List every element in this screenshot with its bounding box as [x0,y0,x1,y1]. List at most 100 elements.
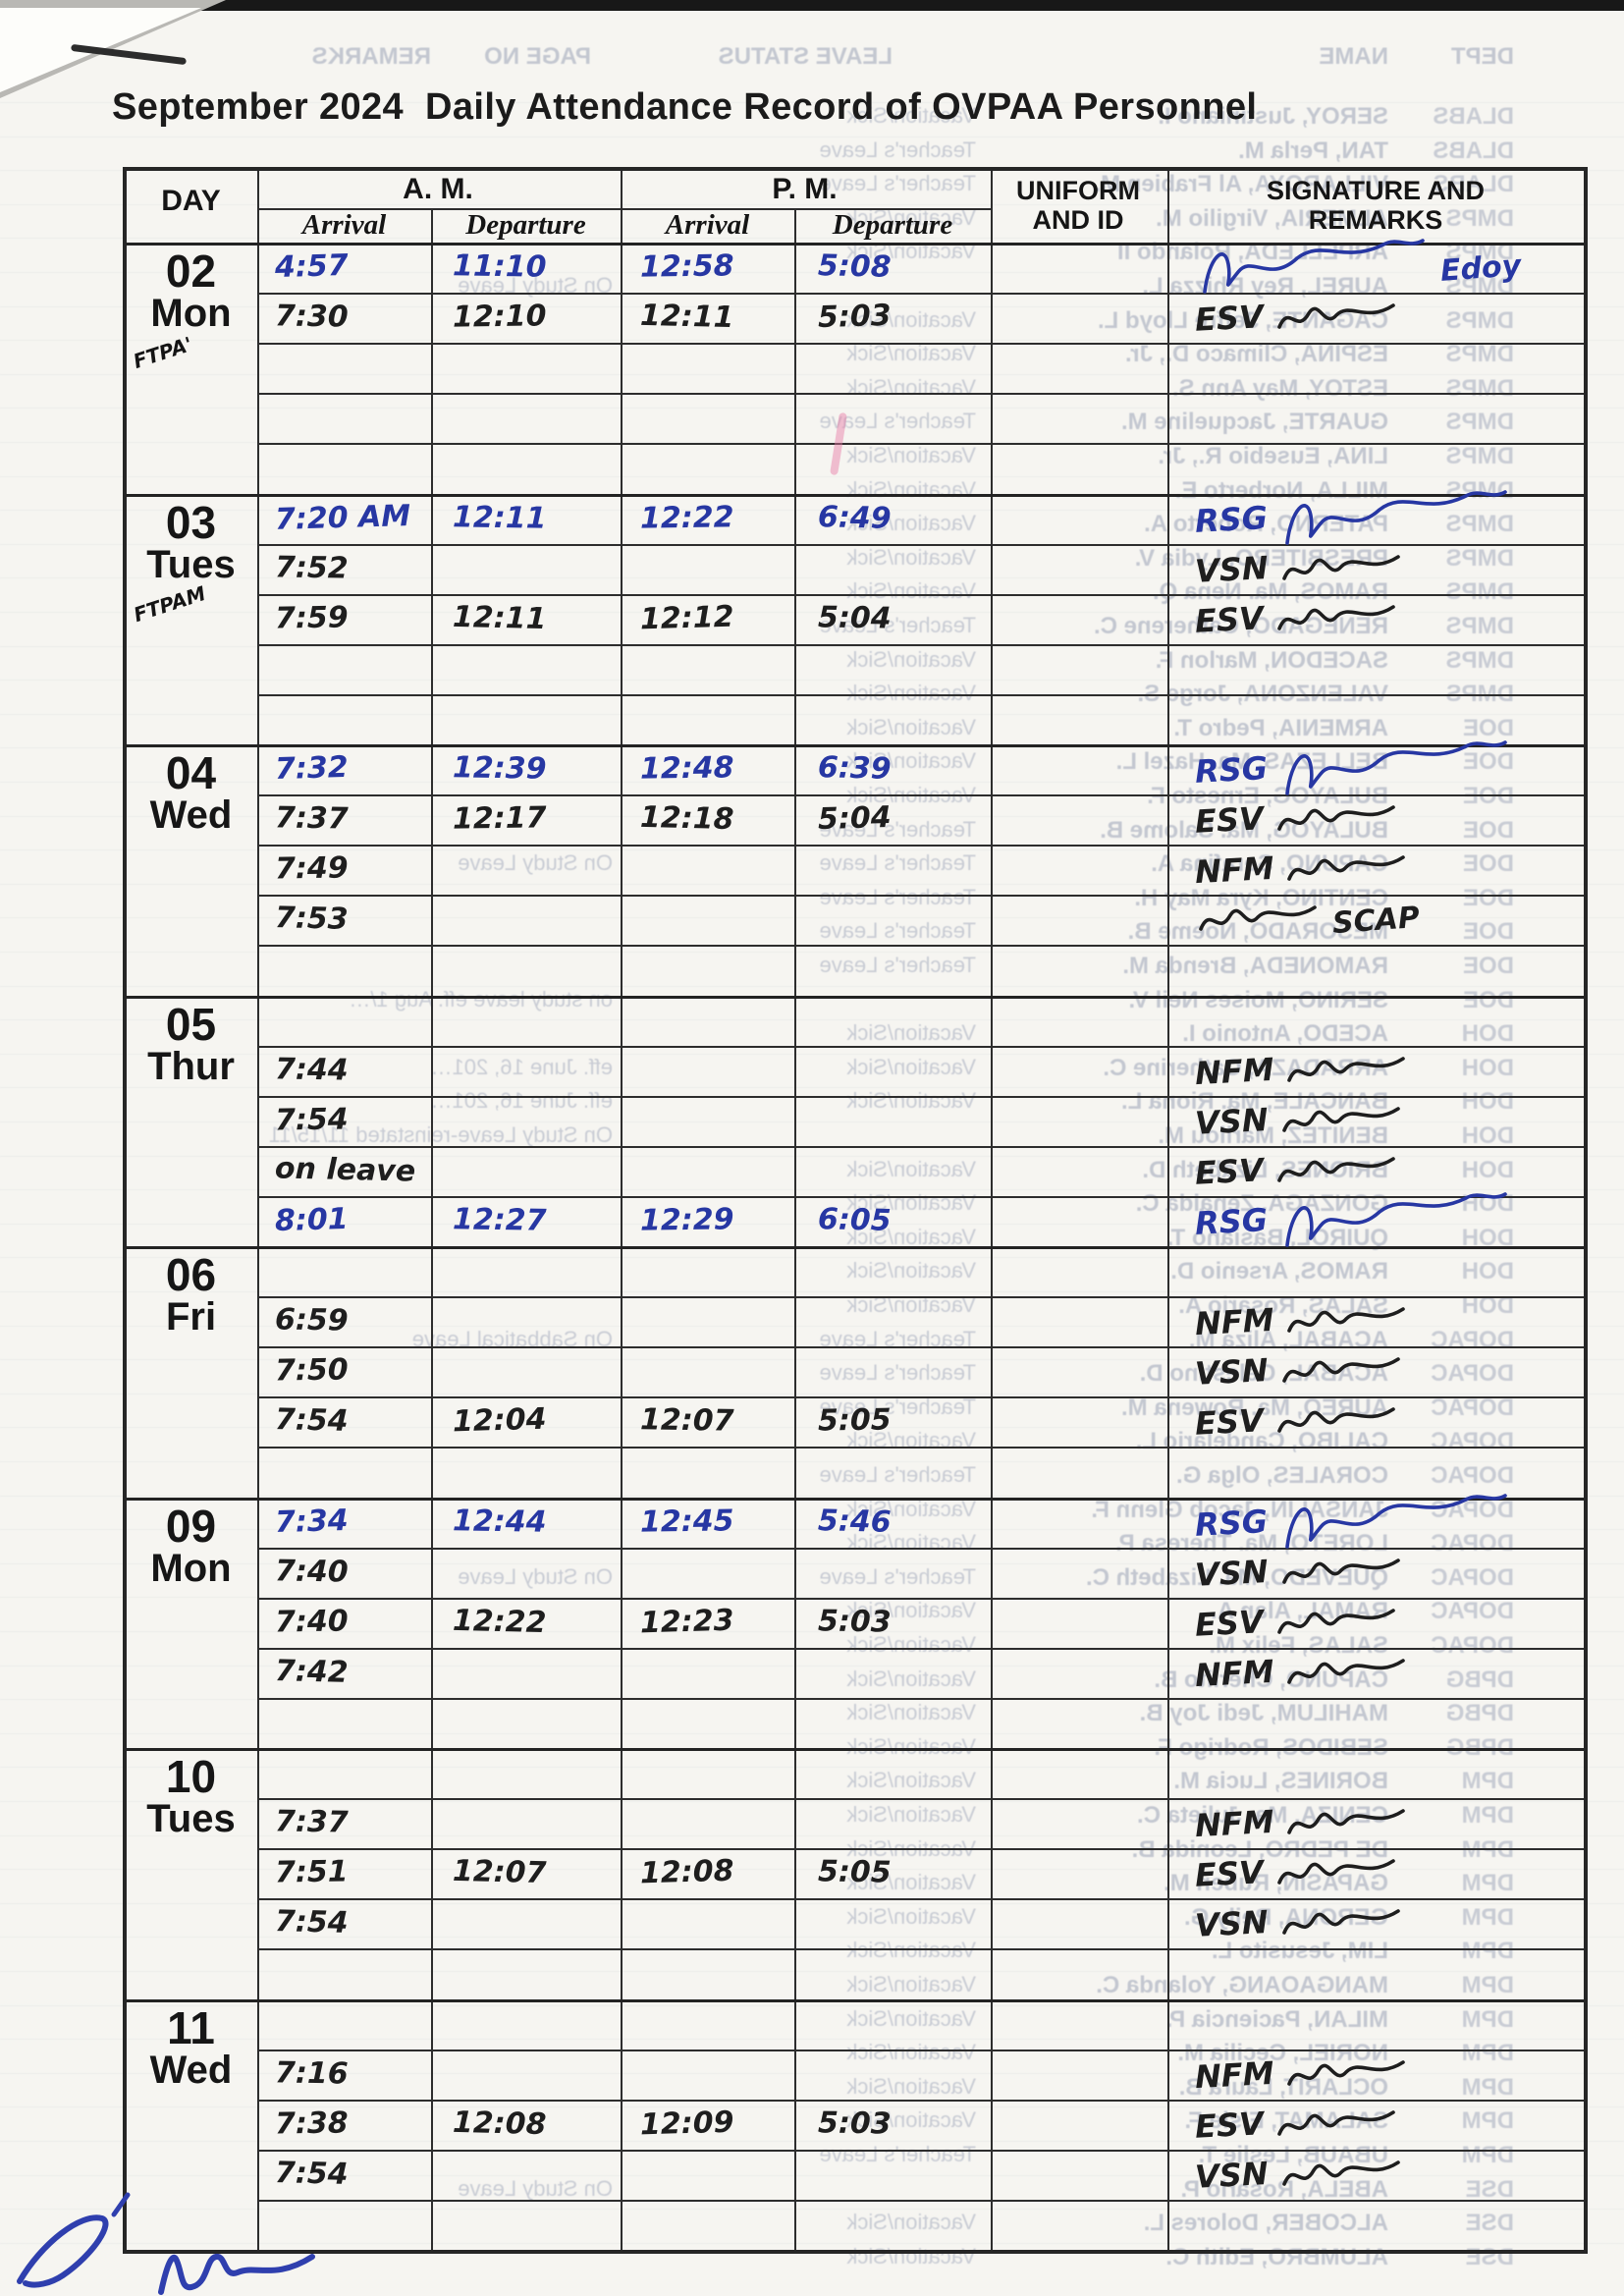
column-header-am-arrival: Arrival [301,209,387,241]
signature-cell: SCAP [1195,899,1421,942]
time-entry-am-departure: 12:07 [452,1854,547,1891]
column-header-signature: SIGNATURE AND REMARKS [1267,176,1485,235]
time-entry-pm-arrival: 12:45 [639,1503,734,1540]
signature-initials: RSG [1194,749,1269,791]
time-entry-am-arrival: 7:16 [274,2055,349,2092]
signature-note: Edoy [1438,247,1523,289]
time-entry-am-arrival: 7:44 [274,1052,349,1088]
time-entry-am-departure: 12:11 [452,599,547,636]
day-number: 09 [165,1500,217,1552]
signature-initials: VSN [1194,1552,1270,1594]
time-entry-pm-arrival: 12:18 [639,800,734,838]
time-entry-pm-arrival: 12:23 [639,1603,734,1641]
signature-cell: ESV [1194,297,1401,340]
time-entry-am-arrival: 7:54 [274,1904,350,1941]
signature-scribble [1281,1106,1400,1132]
time-entry-am-arrival: 7:40 [274,1604,349,1640]
table-horizontal-line [257,1697,1584,1700]
signature-initials: NFM [1194,849,1275,892]
signature-cell: VSN [1194,1902,1406,1945]
signature-scribble [1287,1658,1406,1684]
signature-cell: ESV [1194,598,1401,641]
table-horizontal-line [257,393,1584,396]
signature-cell: ESV [1194,798,1401,842]
signature-cell: RSG [1194,1192,1513,1247]
signature-scribble [1276,1608,1395,1634]
signature-scribble [1276,1407,1395,1434]
day-number: 11 [167,2001,215,2053]
time-entry-am-arrival: 7:54 [274,1402,350,1440]
signature-initials: NFM [1194,1301,1275,1343]
time-entry-am-arrival: 7:59 [274,600,349,636]
time-entry-pm-departure: 5:04 [817,800,893,838]
signature-initials: ESV [1194,1401,1265,1444]
time-entry-pm-arrival: 12:09 [639,2105,734,2143]
table-horizontal-line [257,1848,1584,1851]
table-horizontal-line [257,2049,1584,2051]
table-horizontal-line [257,1296,1584,1299]
signature-cell: ESV [1194,1400,1401,1444]
column-header-pm-departure: Departure [832,209,953,241]
signature-cell: ESV [1194,1150,1401,1193]
table-horizontal-line [257,1396,1584,1399]
signature-cell: VSN [1194,1552,1406,1595]
table-horizontal-line [257,1547,1584,1550]
signature-scribble [1276,2109,1395,2136]
time-entry-am-arrival: 4:57 [274,247,350,286]
time-entry-pm-departure: 5:46 [817,1503,893,1540]
signature-scribble [1287,855,1406,881]
table-vertical-line [257,171,259,2250]
signature-initials: RSG [1194,498,1269,540]
table-horizontal-line [257,845,1584,847]
signature-initials: ESV [1194,2104,1265,2146]
time-entry-am-arrival: 7:49 [274,850,349,887]
time-entry-am-arrival: 7:54 [274,1102,349,1138]
signature-scribble [1285,740,1507,795]
time-entry-am-departure: 11:10 [452,248,547,285]
time-entry-pm-departure: 5:08 [817,248,893,285]
time-entry-am-departure: 12:11 [452,499,547,536]
signature-scribble [1285,489,1507,545]
signature-initials: VSN [1194,1903,1270,1945]
time-entry-am-arrival: on leave [274,1151,416,1189]
signature-cell: RSG [1194,489,1513,545]
signature-note: SCAP [1330,900,1421,941]
table-horizontal-line [257,293,1584,296]
signature-cell: VSN [1194,548,1406,591]
table-horizontal-line [257,1095,1584,1098]
signature-cell: ESV [1194,1852,1401,1895]
time-entry-pm-departure: 5:03 [817,2105,892,2142]
signature-initials: RSG [1194,1502,1269,1544]
table-horizontal-line [127,1497,1584,1501]
signature-initials: ESV [1194,1602,1265,1644]
day-weekday: Tues [146,542,236,586]
signature-initials: NFM [1194,1652,1275,1694]
signature-scribble [1287,1056,1406,1082]
table-horizontal-line [257,593,1584,596]
time-entry-am-departure: 12:22 [452,1603,547,1640]
table-horizontal-line [257,1195,1584,1198]
signature-scribble [1276,303,1395,329]
day-number: 03 [165,496,217,548]
page-title: September 2024 Daily Attendance Record o… [112,86,1258,128]
signature-cell: VSN [1194,2154,1406,2197]
table-vertical-line [794,208,796,2250]
table-horizontal-line [257,1447,1584,1449]
column-header-pm: P. M. [772,173,838,205]
signature-cell: RSG [1194,740,1513,795]
blue-pen-scribble-1 [17,2192,131,2288]
day-weekday: Wed [149,793,233,837]
time-entry-am-departure: 12:08 [452,2105,547,2142]
table-vertical-line [431,208,433,2250]
signature-scribble [1276,604,1395,630]
column-header-uniform: UNIFORM AND ID [1016,176,1140,235]
signature-scribble [1285,1192,1507,1247]
signature-cell: NFM [1194,1802,1411,1845]
signature-initials: VSN [1194,548,1270,590]
signature-scribble [1281,1558,1400,1584]
table-horizontal-line [257,1045,1584,1048]
signature-cell: VSN [1194,1350,1406,1394]
time-entry-am-arrival: 7:37 [274,800,349,837]
time-entry-pm-departure: 5:05 [817,1402,892,1439]
